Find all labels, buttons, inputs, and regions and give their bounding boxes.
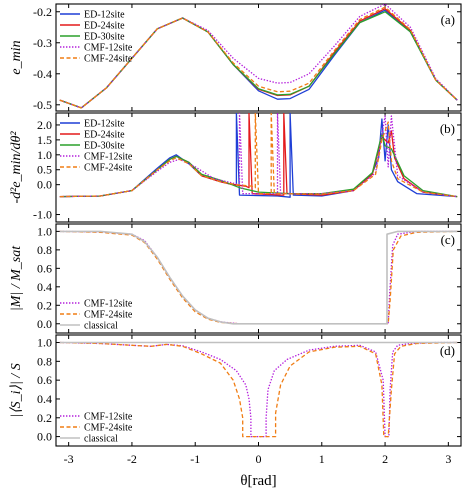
legend-label: ED-12site xyxy=(84,119,125,130)
series-group xyxy=(59,113,458,198)
series-group xyxy=(59,4,458,109)
y-axis-label: |M| / M_sat xyxy=(9,245,24,311)
panel-label: (d) xyxy=(440,343,455,358)
x-tick-label: -3 xyxy=(64,452,74,466)
y-tick-label: -0.3 xyxy=(33,36,52,50)
legend-label: ED-24site xyxy=(84,21,125,32)
y-tick-label: 0.5 xyxy=(37,163,52,177)
y-tick-label: 1.0 xyxy=(37,148,52,162)
x-axis-label: θ[rad] xyxy=(240,473,276,489)
x-tick-label: 1 xyxy=(319,452,325,466)
y-tick-label: 0.0 xyxy=(37,178,52,192)
series-group xyxy=(59,230,458,325)
y-tick-label: 0.8 xyxy=(37,243,52,257)
series-line-cmf-24site xyxy=(59,6,458,109)
panel-c: 0.0 0.2 0.4 0.6 0.8 1.0 |M| / M_sat (c) CMF-12si… xyxy=(9,223,462,334)
legend-label: ED-30site xyxy=(84,32,125,43)
x-tick-label: 3 xyxy=(445,452,451,466)
y-tick-label: 0.0 xyxy=(37,430,52,444)
y-tick-label: -0.4 xyxy=(33,67,52,81)
y-tick-label: 0.2 xyxy=(37,298,52,312)
y-axis-label: e_min xyxy=(9,40,24,74)
y-tick-label: 0.6 xyxy=(37,373,52,387)
y-axis-label: -d²e_min/dθ² xyxy=(9,131,24,204)
legend-label: CMF-12site xyxy=(84,43,133,54)
panel-label: (c) xyxy=(441,232,455,247)
legend-label: CMF-24site xyxy=(84,54,133,65)
y-tick-label: 1.0 xyxy=(37,336,52,350)
legend-label: CMF-24site xyxy=(84,423,133,434)
legend-label: CMF-24site xyxy=(84,163,133,174)
y-tick-label: -0.5 xyxy=(33,98,52,112)
y-tick-label: 1.0 xyxy=(37,224,52,238)
y-tick-label: 0.6 xyxy=(37,261,52,275)
y-axis-label: |⟨S_i⟩| / S xyxy=(9,363,24,417)
x-tick-label: 2 xyxy=(382,452,388,466)
series-line-cmf-12site xyxy=(59,230,458,325)
legend-label: ED-30site xyxy=(84,141,125,152)
legend-label: CMF-12site xyxy=(84,152,133,163)
series-group xyxy=(59,341,458,438)
y-tick-label: 1.5 xyxy=(37,133,52,147)
panel-a: -0.2 -0.3 -0.4 -0.5 e_min (a) ED-12siteED-24si… xyxy=(9,3,462,112)
x-tick-label: 0 xyxy=(256,452,262,466)
panel-d: 0.0 0.2 0.4 0.6 0.8 1.0 |⟨S_i⟩| / S (d) CMF-12si… xyxy=(9,334,462,447)
panel-label: (a) xyxy=(441,12,455,27)
x-tick-label: -2 xyxy=(127,452,137,466)
y-tick-label: -1.0 xyxy=(33,208,52,222)
panel-label: (b) xyxy=(440,121,455,136)
panel-b: -1.0 0.00.51.01.52.0 -d²e_min/dθ² (b) ED-12s… xyxy=(9,112,462,223)
series-line-cmf-12site xyxy=(59,341,458,438)
y-tick-label: 0.4 xyxy=(37,280,52,294)
legend-label: classical xyxy=(84,321,118,332)
y-tick-label: 2.0 xyxy=(37,118,52,132)
series-line-cmf-24site xyxy=(59,113,458,198)
legend-label: classical xyxy=(84,434,118,445)
y-tick-label: 0.8 xyxy=(37,354,52,368)
legend-label: ED-24site xyxy=(84,130,125,141)
legend-label: CMF-12site xyxy=(84,299,133,310)
legend-label: ED-12site xyxy=(84,10,125,21)
legend-label: CMF-24site xyxy=(84,310,133,321)
series-line-classical xyxy=(59,230,458,325)
x-tick-label: -1 xyxy=(190,452,200,466)
series-line-cmf-12site xyxy=(59,113,458,198)
series-line-cmf-24site xyxy=(59,341,458,438)
y-tick-label: 0.4 xyxy=(37,392,52,406)
y-tick-label: 0.0 xyxy=(37,317,52,331)
y-tick-label: 0.2 xyxy=(37,411,52,425)
y-tick-label: -0.2 xyxy=(33,5,52,19)
legend-label: CMF-12site xyxy=(84,412,133,423)
